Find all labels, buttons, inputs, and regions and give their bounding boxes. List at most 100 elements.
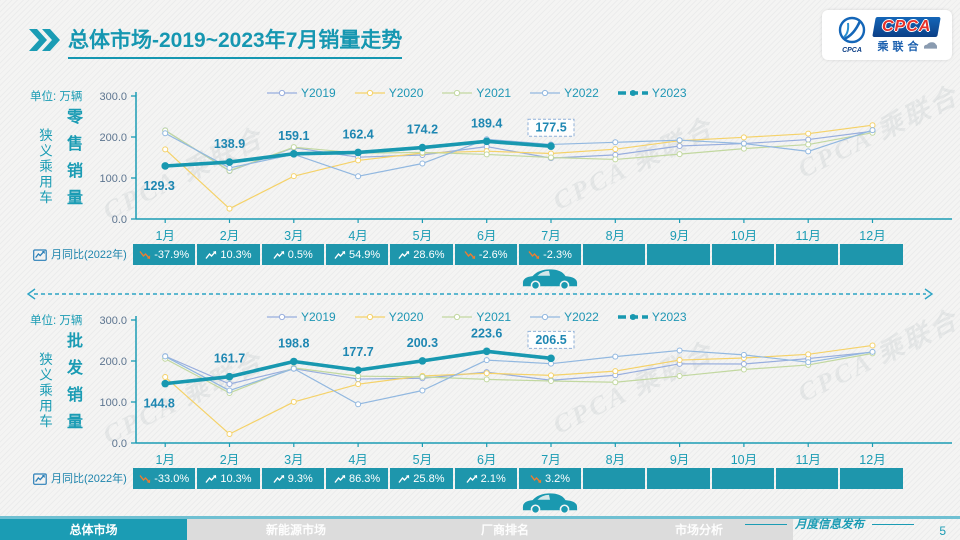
car-icon [522, 493, 578, 515]
legend-item-y2019: Y2019 [266, 310, 336, 324]
yoy-value: -2.3% [543, 248, 572, 261]
svg-text:CPCA: CPCA [842, 47, 862, 54]
yoy-value: 2.1% [480, 472, 506, 485]
trend-down-icon [139, 250, 151, 259]
footer-tab-overall-market[interactable]: 总体市场 [0, 519, 187, 540]
data-label: 206.5 [535, 333, 566, 347]
measure-label: 批发销量 [64, 332, 81, 440]
yoy-cell: 9.3% [261, 468, 324, 489]
logo-band: CPCA [872, 16, 942, 37]
yoy-value: -33.0% [154, 472, 190, 485]
category-label: 狭义乘用车 [37, 352, 52, 430]
trend-up-icon [334, 250, 346, 259]
svg-text:200.0: 200.0 [99, 132, 127, 144]
data-label: 198.8 [278, 336, 309, 350]
yoy-value: 25.8% [413, 472, 445, 485]
svg-text:100.0: 100.0 [99, 397, 127, 409]
data-label: 223.6 [471, 326, 502, 340]
month-label: 12月 [859, 453, 886, 467]
legend-swatch [617, 314, 648, 320]
footer-divider [0, 516, 960, 519]
trend-down-icon [530, 474, 542, 483]
section-separator-arrow [26, 288, 934, 300]
wholesale-line-chart: 0.0 100.0 200.0 300.0 144.8 161.7 198.8 177.7 20… [99, 315, 952, 448]
yoy-cell: 86.3% [325, 468, 389, 489]
legend-item-y2023: Y2023 [617, 310, 687, 324]
yoy-cell [711, 468, 775, 489]
legend-item-y2020: Y2020 [354, 86, 424, 100]
legend-label: Y2023 [651, 310, 687, 324]
yoy-cell: -2.3% [518, 244, 582, 265]
legend-swatch [354, 89, 385, 97]
yoy-value: 28.6% [413, 248, 445, 261]
yoy-cell: 54.9% [325, 244, 389, 265]
footer-tab-oem-ranking[interactable]: 厂商排名 [405, 519, 605, 540]
data-label: 174.2 [407, 123, 438, 137]
cpca-emblem-icon: CPCA [839, 16, 866, 54]
legend-item-y2019: Y2019 [266, 86, 336, 100]
page-title: 总体市场-2019~2023年7月销量走势 [68, 24, 403, 59]
data-label: 177.5 [535, 121, 566, 135]
legend-item-y2022: Y2022 [529, 310, 599, 324]
chart-legend: Y2019 Y2020 Y2021 Y2022 Y2023 [266, 86, 687, 100]
header: 总体市场-2019~2023年7月销量走势 [28, 24, 403, 59]
legend-label: Y2022 [564, 86, 599, 100]
yoy-cell: 3.2% [518, 468, 582, 489]
logo-car-icon [923, 42, 937, 49]
legend-label: Y2020 [388, 310, 424, 324]
logo-text: CPCA 乘联合 [872, 16, 942, 54]
trend-down-icon [139, 474, 151, 483]
month-label: 10月 [730, 229, 758, 243]
month-label: 11月 [795, 229, 821, 243]
footer-tab-nev-market[interactable]: 新能源市场 [187, 519, 405, 540]
svg-text:100.0: 100.0 [99, 173, 127, 185]
legend-label: Y2023 [651, 86, 687, 100]
legend-item-y2020: Y2020 [354, 310, 424, 324]
yoy-cell: 10.3% [197, 244, 260, 265]
yoy-cell [840, 468, 903, 489]
page-number: 5 [939, 524, 946, 538]
retail-chart-section: CPCA 乘联合 CPCA 乘联合 CPCA 乘联合 单位: 万辆 狭义乘用车 … [0, 81, 960, 270]
legend-swatch [530, 89, 561, 97]
month-label: 9月 [669, 229, 690, 243]
month-label: 4月 [348, 229, 368, 243]
month-label: 1月 [155, 229, 175, 243]
yoy-cell [583, 468, 646, 489]
month-label: 11月 [795, 453, 821, 467]
legend-label: Y2019 [301, 86, 336, 100]
trend-down-icon [528, 250, 540, 259]
month-label: 5月 [412, 453, 433, 467]
yoy-cell [647, 468, 710, 489]
month-label: 5月 [412, 229, 433, 243]
svg-text:0.0: 0.0 [112, 214, 127, 224]
footer-info-dash [872, 523, 914, 525]
trend-up-icon [205, 474, 217, 483]
yoy-value: 9.3% [287, 472, 313, 485]
data-label: 162.4 [342, 127, 373, 141]
month-label: 3月 [284, 453, 304, 467]
legend-label: Y2020 [388, 86, 424, 100]
legend-swatch [617, 90, 648, 96]
legend-label: Y2021 [476, 310, 512, 324]
data-label: 129.3 [144, 179, 175, 193]
yoy-cell: 28.6% [390, 244, 453, 265]
trend-up-icon [466, 474, 477, 483]
yoy-label: 月同比(2022年) [33, 470, 127, 486]
yoy-cell: -2.6% [454, 244, 517, 265]
measure-label: 零售销量 [64, 108, 81, 216]
data-label: 189.4 [471, 116, 502, 130]
footer-tabs: 总体市场 新能源市场 厂商排名 市场分析 [0, 519, 793, 540]
trend-up-icon [334, 474, 346, 483]
month-label: 2月 [219, 453, 240, 467]
month-label: 8月 [605, 229, 626, 243]
month-label: 9月 [669, 453, 690, 467]
yoy-cell: 25.8% [390, 468, 453, 489]
legend-item-y2021: Y2021 [441, 310, 511, 324]
trend-up-icon [273, 474, 284, 483]
month-label: 12月 [859, 229, 886, 243]
yoy-cell: -37.9% [133, 244, 196, 265]
yoy-cell [583, 244, 646, 265]
data-label: 159.1 [278, 129, 309, 143]
yoy-value: -37.9% [154, 248, 190, 261]
